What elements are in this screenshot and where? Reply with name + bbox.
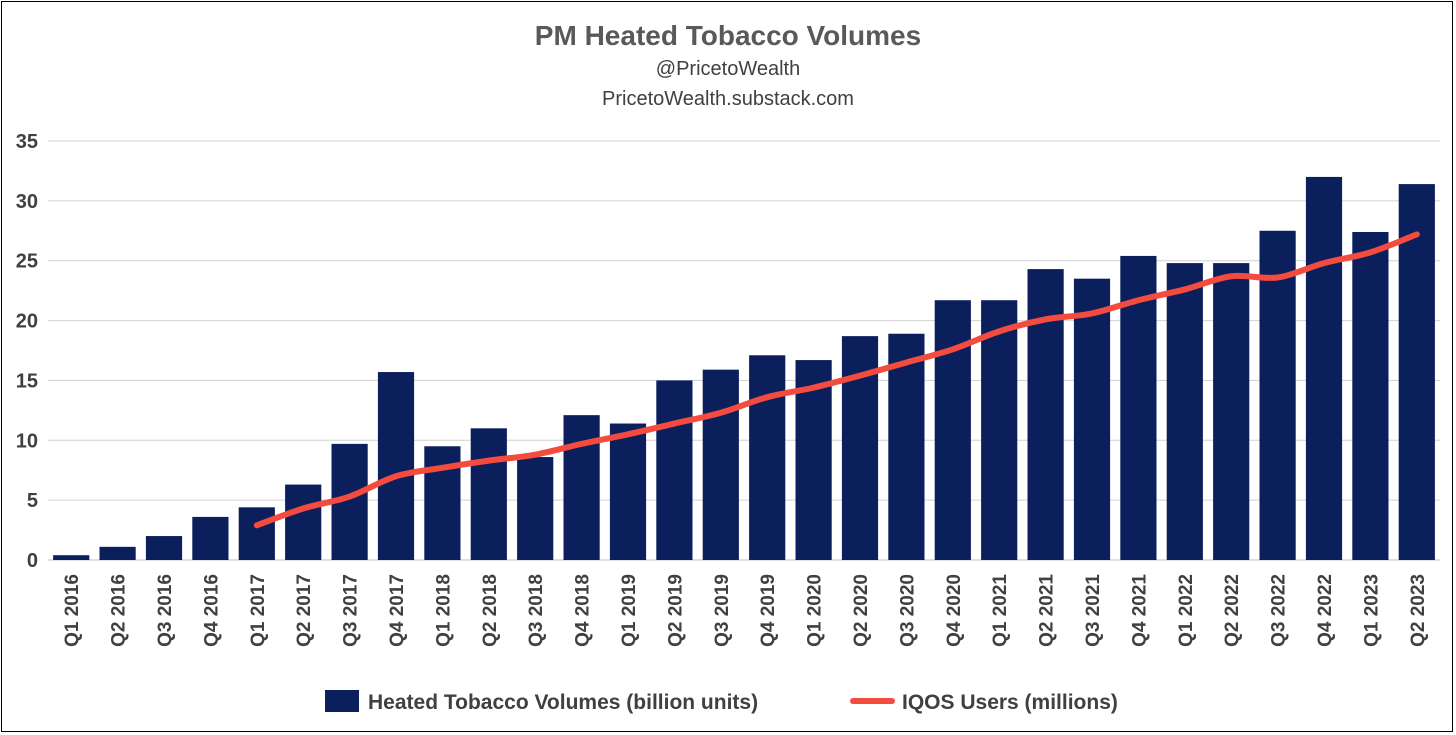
bar-q2-2019 <box>656 380 693 560</box>
x-tick-label: Q2 2020 <box>851 574 872 647</box>
bar-q3-2021 <box>1073 278 1111 560</box>
x-tick-label: Q3 2019 <box>712 574 733 647</box>
bar-layer <box>53 176 1435 561</box>
x-tick-label: Q4 2017 <box>387 574 408 647</box>
bar-q2-2023 <box>1398 184 1435 560</box>
bar-q4-2016 <box>192 516 229 560</box>
x-tick-label: Q4 2022 <box>1315 574 1336 647</box>
bar-q1-2016 <box>53 555 90 560</box>
x-tick-label: Q2 2016 <box>109 574 130 647</box>
x-tick-label: Q2 2023 <box>1408 574 1429 647</box>
bar-q2-2021 <box>1027 269 1064 560</box>
chart-subtitle-handle: @PricetoWealth <box>655 58 801 80</box>
bar-q4-2017 <box>377 372 415 560</box>
x-tick-label: Q1 2019 <box>619 574 640 647</box>
x-tick-label: Q3 2021 <box>1083 574 1104 647</box>
bar-q4-2020 <box>934 300 971 560</box>
x-tick-label: Q1 2016 <box>62 574 83 647</box>
x-tick-label: Q3 2018 <box>526 574 547 647</box>
x-tick-label: Q4 2019 <box>758 574 779 647</box>
y-tick-label: 20 <box>16 311 38 333</box>
x-tick-label: Q3 2017 <box>341 574 362 647</box>
legend-label-users: IQOS Users (millions) <box>902 691 1118 714</box>
bar-q3-2016 <box>145 536 183 560</box>
bar-q1-2023 <box>1352 231 1389 561</box>
x-tick-label: Q2 2018 <box>480 574 501 647</box>
bar-q4-2022 <box>1305 176 1343 560</box>
y-tick-label: 25 <box>16 251 38 273</box>
x-tick-label: Q4 2016 <box>201 574 222 647</box>
y-tick-label: 35 <box>16 131 38 153</box>
bar-q1-2017 <box>238 507 275 560</box>
bar-q3-2018 <box>517 457 554 560</box>
x-tick-label: Q4 2021 <box>1129 574 1150 647</box>
bar-q1-2022 <box>1166 263 1203 560</box>
x-tick-label: Q1 2022 <box>1176 574 1197 647</box>
bar-q4-2018 <box>563 415 600 560</box>
y-tick-label: 30 <box>16 191 38 213</box>
chart-subtitle-site: PricetoWealth.substack.com <box>602 88 854 110</box>
bar-q2-2018 <box>470 428 507 560</box>
legend-label-volumes: Heated Tobacco Volumes (billion units) <box>368 691 758 714</box>
bar-q4-2019 <box>749 355 786 560</box>
y-tick-label: 0 <box>27 550 38 572</box>
bar-q3-2020 <box>888 333 925 560</box>
x-tick-label: Q1 2023 <box>1361 574 1382 647</box>
bar-q2-2016 <box>99 546 136 560</box>
x-tick-label: Q3 2016 <box>155 574 176 647</box>
line-layer <box>253 231 1420 529</box>
grid-layer <box>48 140 1440 561</box>
iqos-users-line <box>253 231 1420 529</box>
bar-q1-2021 <box>981 300 1018 560</box>
x-tick-label: Q2 2022 <box>1222 574 1243 647</box>
x-tick-label: Q1 2017 <box>248 574 269 647</box>
x-tick-label: Q1 2018 <box>433 574 454 647</box>
x-tick-label: Q2 2019 <box>665 574 686 647</box>
y-tick-label: 10 <box>16 430 38 452</box>
bar-q3-2022 <box>1259 230 1296 561</box>
x-tick-label: Q4 2018 <box>573 574 594 647</box>
x-tick-label: Q2 2017 <box>294 574 315 647</box>
x-tick-label: Q3 2022 <box>1269 574 1290 647</box>
axis-layer: 0 5 10 15 20 25 30 35 Q1 2016 Q2 2016 Q3 2016 Q4 20… <box>16 131 1429 647</box>
bar-q2-2022 <box>1213 263 1250 560</box>
x-tick-label: Q1 2020 <box>805 574 826 647</box>
legend-layer: Heated Tobacco Volumes (billion units) I… <box>325 690 1118 714</box>
bar-q3-2019 <box>702 369 739 560</box>
bar-q1-2019 <box>609 423 647 560</box>
chart-title: PM Heated Tobacco Volumes <box>534 20 922 51</box>
legend-swatch-volumes <box>325 690 359 712</box>
x-tick-label: Q3 2020 <box>897 574 918 647</box>
x-tick-label: Q2 2021 <box>1037 574 1058 647</box>
bar-q2-2017 <box>285 484 322 560</box>
x-tick-label: Q1 2021 <box>990 574 1011 647</box>
title-block: PM Heated Tobacco Volumes @PricetoWealth… <box>0 18 1456 114</box>
y-tick-label: 15 <box>16 370 38 392</box>
x-tick-label: Q4 2020 <box>944 574 965 647</box>
bar-q1-2020 <box>795 360 832 560</box>
y-tick-label: 5 <box>27 490 38 512</box>
